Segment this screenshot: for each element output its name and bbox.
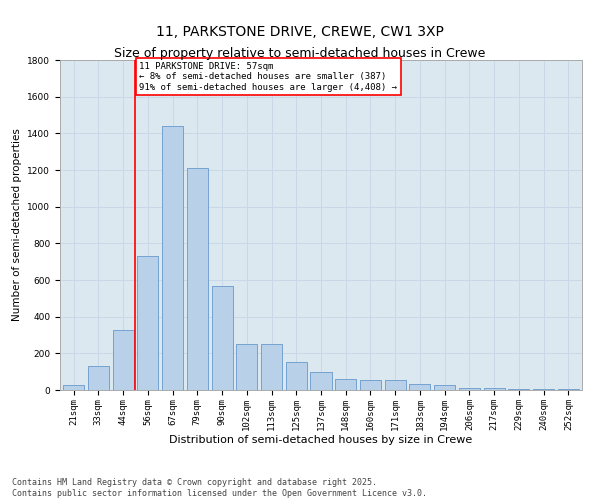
Text: 11 PARKSTONE DRIVE: 57sqm
← 8% of semi-detached houses are smaller (387)
91% of : 11 PARKSTONE DRIVE: 57sqm ← 8% of semi-d… — [139, 62, 397, 92]
X-axis label: Distribution of semi-detached houses by size in Crewe: Distribution of semi-detached houses by … — [169, 436, 473, 446]
Text: Contains HM Land Registry data © Crown copyright and database right 2025.
Contai: Contains HM Land Registry data © Crown c… — [12, 478, 427, 498]
Bar — [113, 330, 134, 390]
Bar — [310, 372, 332, 390]
Bar — [286, 362, 307, 390]
Bar — [88, 366, 109, 390]
Text: 11, PARKSTONE DRIVE, CREWE, CW1 3XP: 11, PARKSTONE DRIVE, CREWE, CW1 3XP — [156, 25, 444, 39]
Bar — [558, 389, 579, 390]
Bar — [335, 379, 356, 390]
Bar — [484, 388, 505, 390]
Bar — [162, 126, 183, 390]
Bar — [533, 389, 554, 390]
Bar — [508, 389, 529, 390]
Bar — [434, 384, 455, 390]
Bar — [63, 384, 84, 390]
Bar — [236, 344, 257, 390]
Bar — [360, 380, 381, 390]
Y-axis label: Number of semi-detached properties: Number of semi-detached properties — [12, 128, 22, 322]
Bar — [261, 344, 282, 390]
Bar — [385, 380, 406, 390]
Text: Size of property relative to semi-detached houses in Crewe: Size of property relative to semi-detach… — [115, 48, 485, 60]
Bar — [187, 168, 208, 390]
Bar — [212, 286, 233, 390]
Bar — [409, 384, 430, 390]
Bar — [459, 388, 480, 390]
Bar — [137, 256, 158, 390]
